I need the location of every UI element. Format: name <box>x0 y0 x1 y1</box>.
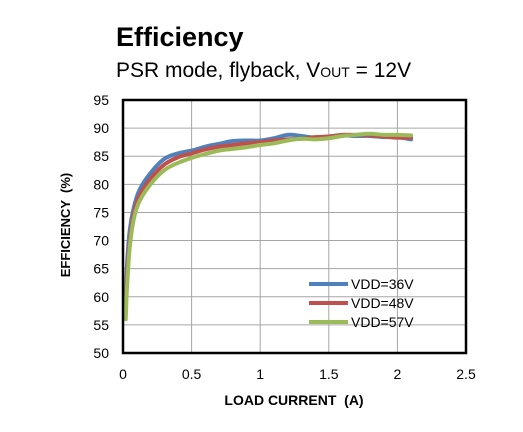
y-tick-label: 50 <box>93 345 109 361</box>
y-tick-label: 55 <box>93 317 109 333</box>
subtitle-text-after: = 12V <box>349 59 412 82</box>
y-tick-label: 70 <box>93 233 109 249</box>
x-tick-label: 1.5 <box>319 366 339 382</box>
y-tick-label: 80 <box>93 176 109 192</box>
legend-label-1: VDD=36V <box>351 276 414 292</box>
x-tick-label: 1 <box>256 366 264 382</box>
y-tick-label: 85 <box>93 148 109 164</box>
subtitle-subscript: OUT <box>320 64 350 80</box>
x-axis-label: LOAD CURRENT (A) <box>224 392 363 408</box>
series-line-3 <box>123 131 414 322</box>
y-tick-label: 60 <box>93 289 109 305</box>
legend-label-3: VDD=57V <box>351 314 414 330</box>
x-tick-label: 0 <box>119 366 127 382</box>
y-tick-label: 90 <box>93 120 109 136</box>
y-tick-label: 65 <box>93 261 109 277</box>
y-tick-label: 75 <box>93 204 109 220</box>
series-lines <box>123 131 414 322</box>
x-tick-label: 0.5 <box>182 366 202 382</box>
x-tick-label: 2.5 <box>456 366 476 382</box>
chart-subtitle: PSR mode, flyback, VOUT = 12V <box>116 60 411 81</box>
legend: VDD=36V VDD=48V VDD=57V <box>309 276 414 330</box>
x-tick-label: 2 <box>394 366 402 382</box>
subtitle-text-before: PSR mode, flyback, V <box>116 59 321 82</box>
legend-label-2: VDD=48V <box>351 295 414 311</box>
tick-labels: 0 0.5 1 1.5 2 2.5 50 55 60 65 70 75 80 85 90 95 <box>93 92 476 382</box>
y-axis-label: EFFICIENCY (%) <box>58 173 73 278</box>
plot-frame <box>121 98 468 355</box>
y-tick-label: 95 <box>93 92 109 108</box>
chart-title: Efficiency <box>116 22 244 52</box>
series-line-1 <box>123 132 414 299</box>
